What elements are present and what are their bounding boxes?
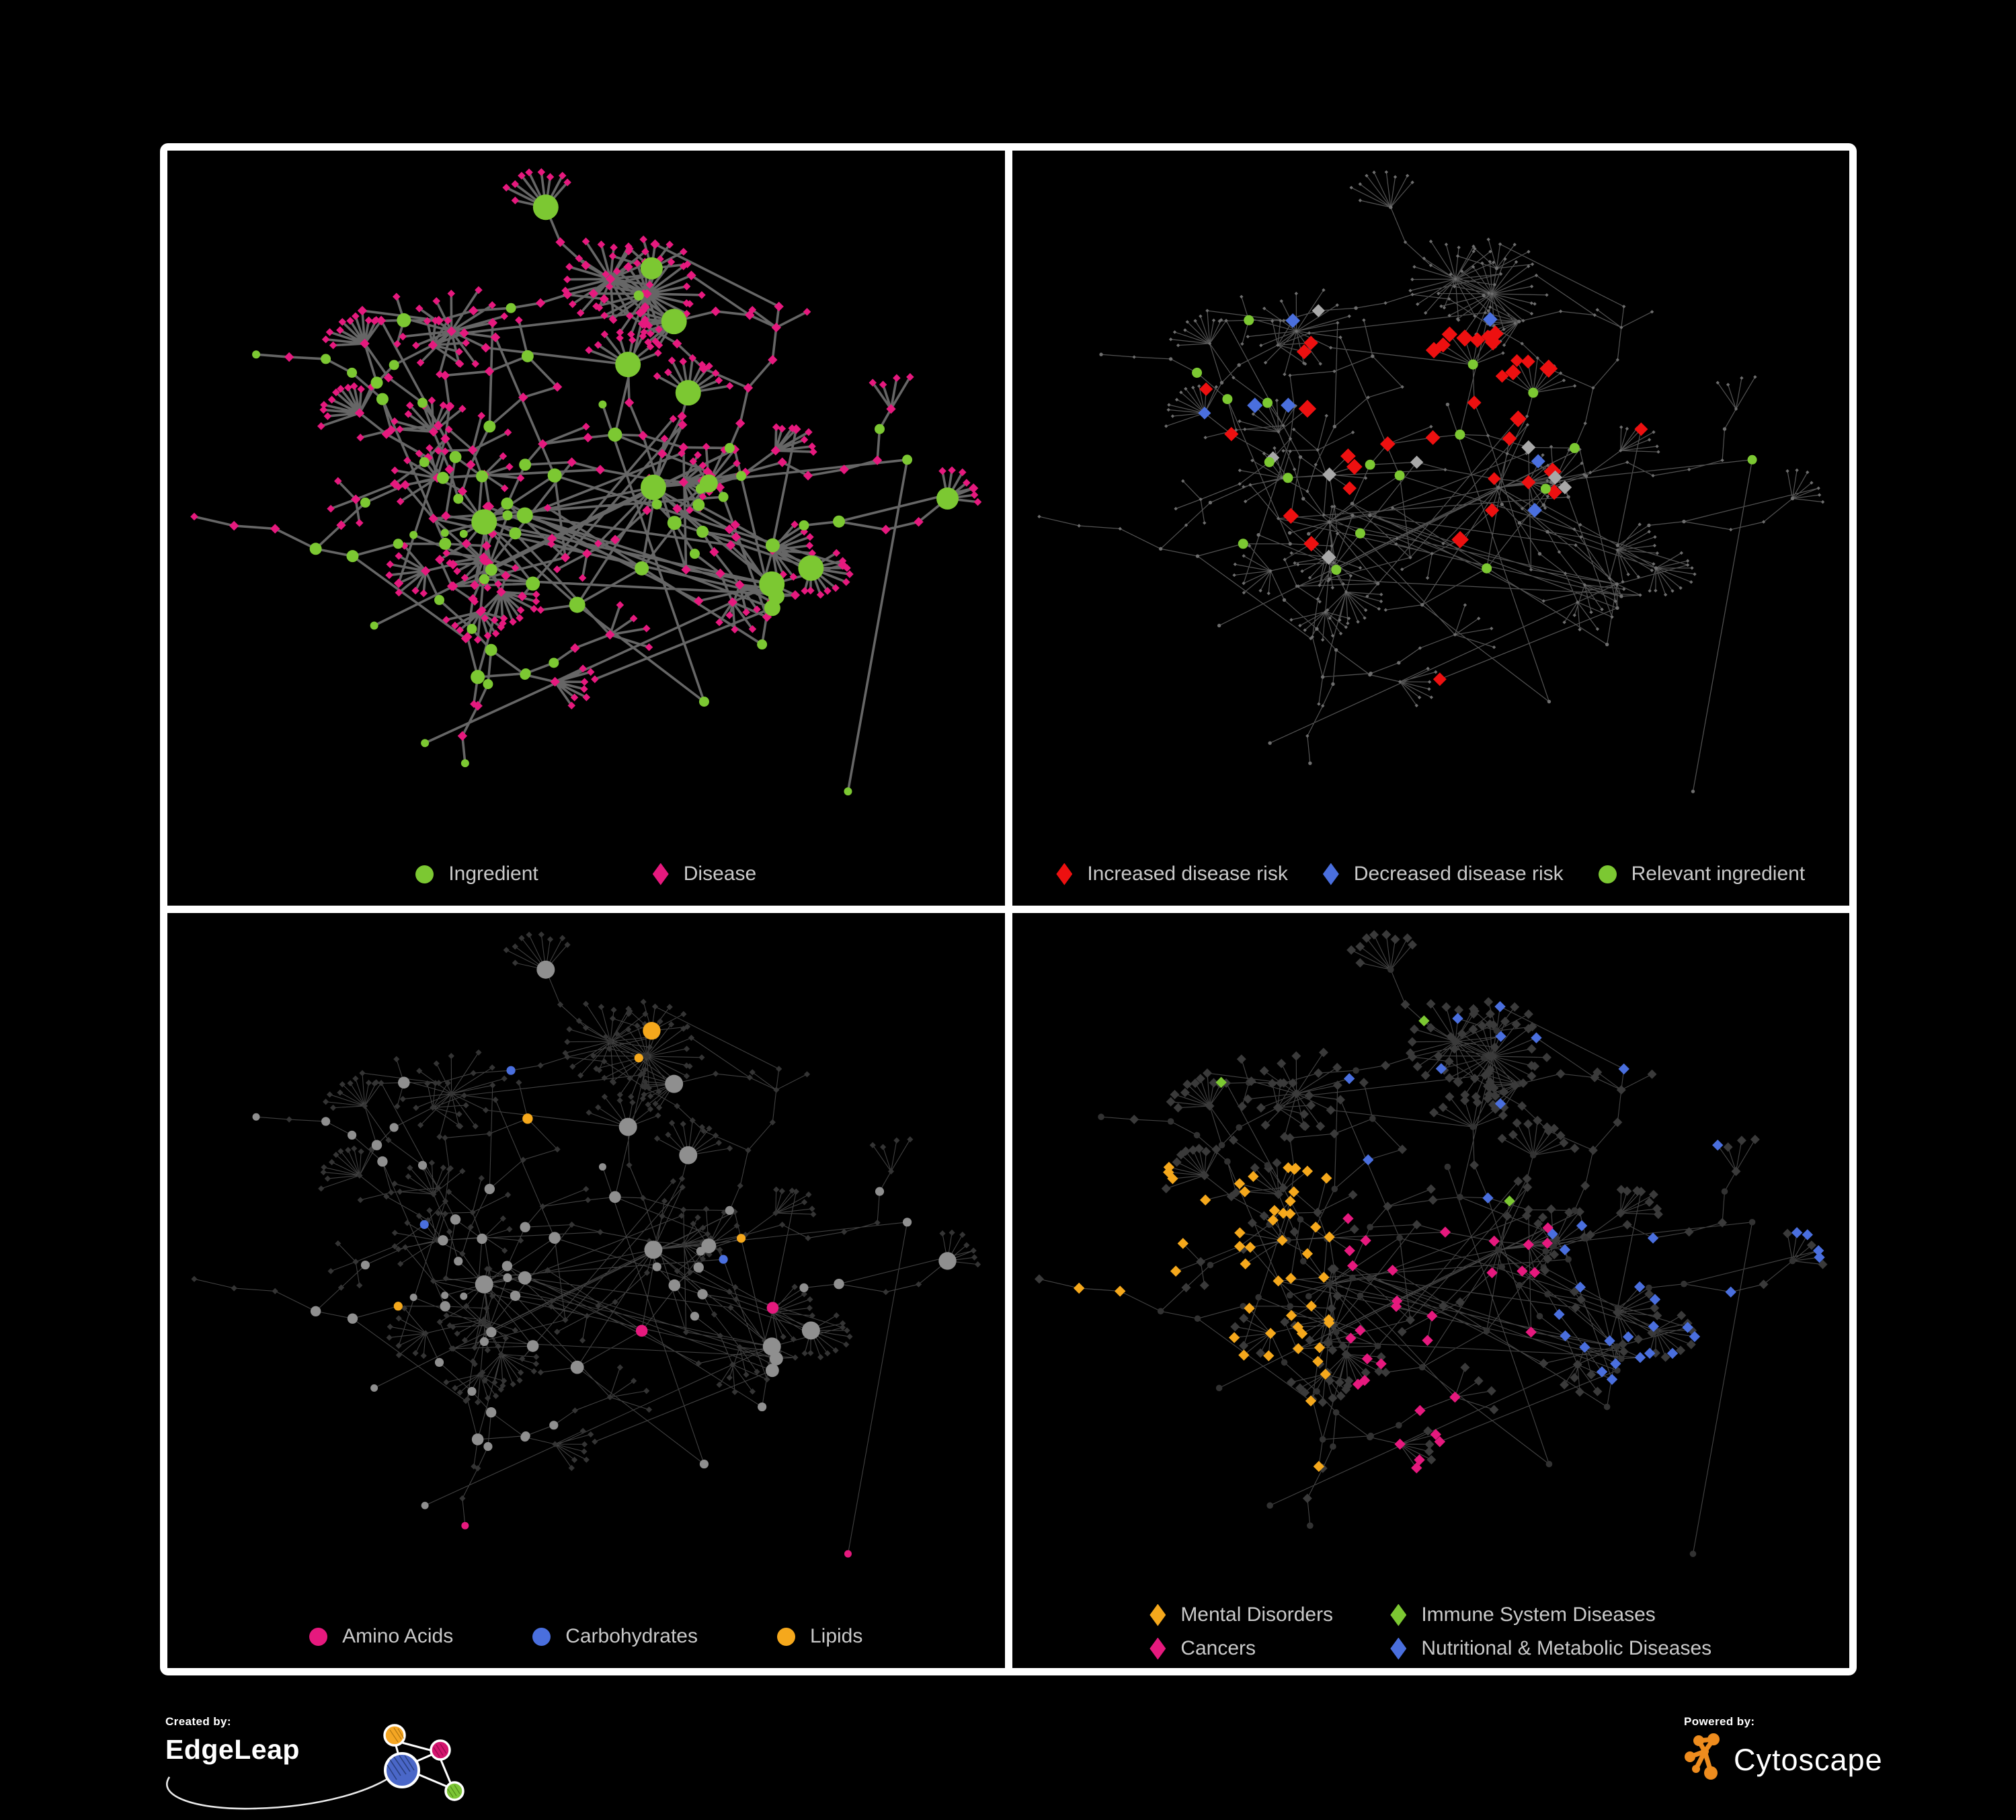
- edgeleap-logo-icon: [166, 1724, 465, 1810]
- edgeleap-wordmark: EdgeLeap: [165, 1734, 300, 1765]
- legend-label: Ingredient: [448, 863, 538, 885]
- created-by-block: Created by: EdgeLeap: [165, 1715, 488, 1816]
- legend-item-mental-disorders: Mental Disorders: [1150, 1604, 1390, 1626]
- legend-label: Carbohydrates: [565, 1625, 698, 1647]
- carbohydrates-circle-icon: [532, 1627, 551, 1646]
- cytoscape-logo-icon: [1685, 1733, 1720, 1780]
- legend-item-decreased-risk: Decreased disease risk: [1322, 863, 1564, 885]
- legend-label: Immune System Diseases: [1421, 1604, 1656, 1626]
- disease-diamond-icon: [652, 863, 669, 885]
- network-canvas-ingredient-disease: [190, 168, 982, 796]
- legend-label: Nutritional & Metabolic Diseases: [1421, 1637, 1712, 1659]
- legend-item-nutritional-metabolic-diseases: Nutritional & Metabolic Diseases: [1390, 1637, 1711, 1660]
- created-by-label: Created by:: [165, 1715, 231, 1728]
- legend-label: Lipids: [809, 1625, 863, 1647]
- legend-label: Mental Disorders: [1180, 1604, 1334, 1626]
- legend-item-carbohydrates: Carbohydrates: [532, 1625, 698, 1648]
- legend-label: Cancers: [1180, 1637, 1256, 1659]
- legend-item-relevant-ingredient: Relevant ingredient: [1598, 863, 1806, 885]
- cancers-diamond-icon: [1150, 1637, 1166, 1660]
- legend-item-immune-system-diseases: Immune System Diseases: [1390, 1604, 1711, 1626]
- panel-ingredient-classes: Amino Acids Carbohydrates Lipids: [167, 913, 1005, 1668]
- legend-label: Disease: [683, 863, 757, 885]
- figure-frame: Ingredient Disease Increased disease risk…: [160, 143, 1857, 1675]
- relevant-ingredient-circle-icon: [1598, 865, 1617, 883]
- panel-disease-classes: Mental Disorders Immune System Diseases Ca…: [1012, 913, 1850, 1668]
- powered-by-label: Powered by:: [1684, 1715, 1755, 1728]
- increased-risk-diamond-icon: [1056, 863, 1073, 885]
- panel-ingredient-disease: Ingredient Disease: [167, 151, 1005, 906]
- legend-label: Increased disease risk: [1087, 863, 1288, 885]
- decreased-risk-diamond-icon: [1322, 863, 1339, 885]
- legend-label: Decreased disease risk: [1353, 863, 1564, 885]
- legend-item-disease: Disease: [652, 863, 757, 885]
- powered-by-block: Powered by: Cytoscape: [1684, 1715, 1966, 1796]
- legend-label: Amino Acids: [342, 1625, 454, 1647]
- legend-ingredient-classes: Amino Acids Carbohydrates Lipids: [167, 1625, 1005, 1648]
- legend-item-increased-risk: Increased disease risk: [1056, 863, 1288, 885]
- legend-ingredient-disease: Ingredient Disease: [167, 863, 1005, 885]
- legend-disease-risk: Increased disease risk Decreased disease …: [1012, 863, 1850, 885]
- legend-label: Relevant ingredient: [1631, 863, 1806, 885]
- legend-item-cancers: Cancers: [1150, 1637, 1390, 1660]
- immune-system-diseases-diamond-icon: [1390, 1604, 1407, 1626]
- ingredient-circle-icon: [415, 865, 434, 883]
- network-canvas-disease-risk: [1037, 170, 1824, 793]
- panel-disease-risk: Increased disease risk Decreased disease …: [1012, 151, 1850, 906]
- nutritional-metabolic-diseases-diamond-icon: [1390, 1637, 1407, 1660]
- amino-acids-circle-icon: [309, 1627, 328, 1646]
- mental-disorders-diamond-icon: [1150, 1604, 1166, 1626]
- network-canvas-ingredient-classes: [191, 931, 981, 1558]
- cytoscape-wordmark: Cytoscape: [1734, 1743, 1883, 1777]
- lipids-circle-icon: [776, 1627, 795, 1646]
- legend-item-ingredient: Ingredient: [415, 863, 538, 885]
- legend-item-lipids: Lipids: [776, 1625, 863, 1648]
- legend-disease-classes: Mental Disorders Immune System Diseases Ca…: [1012, 1604, 1850, 1660]
- network-canvas-disease-classes: [1034, 929, 1828, 1557]
- legend-item-amino-acids: Amino Acids: [309, 1625, 453, 1648]
